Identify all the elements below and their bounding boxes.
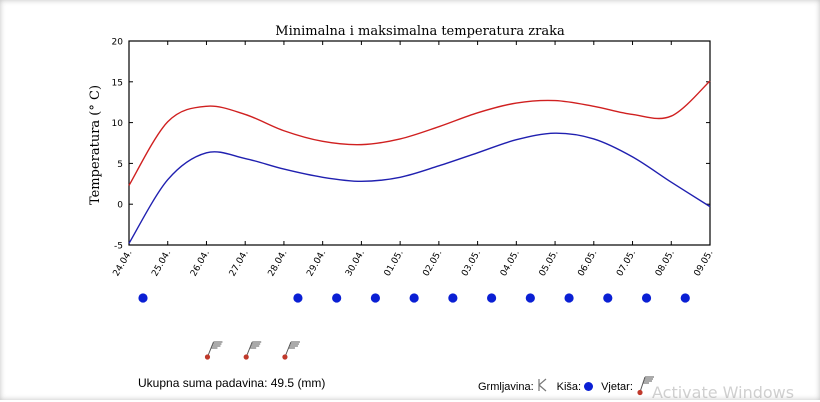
activate-windows-watermark: Activate Windows	[652, 383, 795, 402]
x-tick-label: 04.05.	[499, 249, 522, 279]
series-line-maksimalna	[128, 80, 711, 186]
x-tick-label: 08.05.	[654, 249, 677, 279]
y-axis: -5 0 5 10 15 20	[112, 38, 710, 252]
rain-marker	[603, 293, 613, 303]
legend-thunder-label: Grmljavina:	[478, 380, 534, 393]
y-tick-label: -5	[114, 242, 123, 252]
wind-flag-icon	[636, 374, 656, 399]
x-tick-label: 07.05.	[615, 249, 638, 279]
y-tick-label: 0	[117, 201, 123, 211]
rain-marker	[487, 293, 497, 303]
x-tick-label: 01.05.	[383, 249, 406, 279]
rain-marker	[525, 293, 535, 303]
rain-marker	[641, 293, 652, 303]
chart-title: Minimalna i maksimalna temperatura zraka	[275, 24, 565, 39]
wind-markers	[204, 341, 300, 360]
rain-marker	[293, 293, 303, 303]
y-tick-label: 15	[112, 78, 123, 88]
x-axis: 24.04. 25.04. 26.04. 27.04. 28.04. 29.04. 30.0…	[112, 41, 716, 278]
rain-marker	[564, 293, 574, 303]
x-tick-label: 29.04.	[305, 249, 328, 279]
x-tick-label: 03.05.	[460, 249, 483, 279]
legend: Grmljavina: Kiša: Vjetar:	[478, 374, 664, 399]
x-tick-label: 30.04.	[344, 249, 367, 279]
x-tick-label: 02.05.	[421, 249, 444, 279]
rain-marker	[409, 293, 419, 303]
series-lines	[128, 80, 711, 244]
x-tick-label: 06.05.	[576, 249, 599, 279]
series-line-minimalna	[128, 132, 711, 244]
rain-marker	[448, 293, 458, 303]
rain-marker	[680, 293, 690, 303]
precipitation-summary: Ukupna suma padavina: 49.5 (mm)	[138, 376, 326, 390]
x-tick-label: 09.05.	[693, 249, 716, 279]
x-tick-label: 05.05.	[538, 249, 561, 279]
x-tick-label: 24.04.	[112, 249, 135, 279]
plot-frame	[128, 40, 711, 246]
rain-dot-icon	[584, 382, 594, 391]
x-tick-label: 27.04.	[228, 249, 251, 279]
x-tick-label: 28.04.	[267, 249, 290, 279]
rain-marker	[138, 293, 148, 303]
wind-marker	[282, 341, 300, 360]
y-tick-label: 20	[112, 38, 124, 48]
rain-marker	[370, 293, 380, 303]
legend-rain-label: Kiša:	[556, 380, 582, 393]
rain-markers	[138, 293, 690, 303]
thunder-icon	[537, 378, 549, 395]
y-tick-label: 5	[117, 160, 123, 170]
x-tick-label: 25.04.	[150, 249, 173, 279]
x-tick-label: 26.04.	[189, 249, 212, 279]
legend-wind-label: Vjetar:	[601, 380, 633, 393]
y-tick-label: 10	[112, 119, 124, 129]
rain-marker	[332, 293, 342, 303]
y-axis-label: Temperatura (° C)	[88, 85, 103, 205]
wind-marker	[204, 341, 223, 360]
wind-marker	[243, 341, 262, 360]
